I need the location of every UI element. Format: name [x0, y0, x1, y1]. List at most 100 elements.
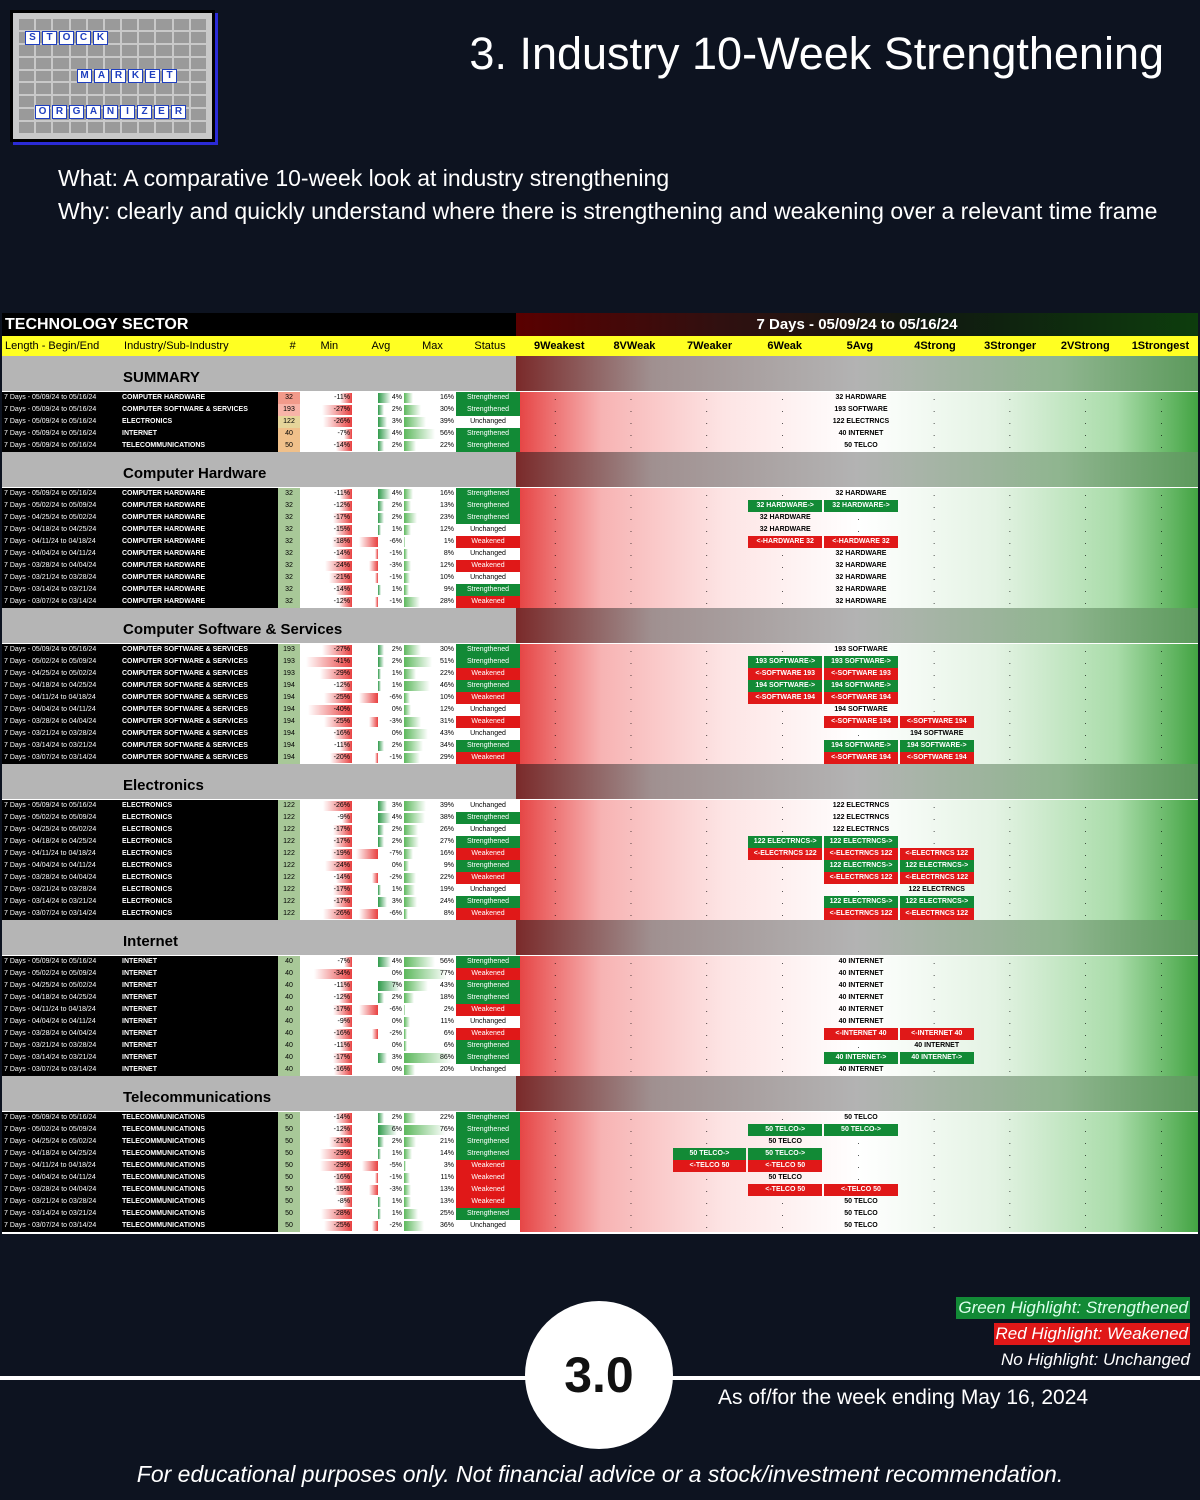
avg-value: 2% — [391, 502, 402, 509]
avg-cell: 2% — [352, 1112, 404, 1124]
rank-grid: ........ 32 HARDWARE — [520, 392, 1198, 404]
section-header: Internet — [2, 920, 1198, 955]
logo-tile — [156, 57, 172, 69]
empty-rank-marker: . — [1084, 669, 1087, 678]
min-cell: -17% — [300, 836, 352, 848]
empty-rank-marker: . — [705, 1113, 708, 1122]
empty-rank-marker: . — [554, 1041, 557, 1050]
section-band — [516, 1076, 1198, 1111]
logo-tile — [19, 96, 35, 108]
disclaimer: For educational purposes only. Not finan… — [136, 1461, 1064, 1487]
max-bar — [404, 417, 426, 427]
max-value: 11% — [440, 1018, 455, 1025]
max-cell: 13% — [404, 1184, 456, 1196]
row-label: 7 Days - 05/09/24 to 05/16/24 TELECOMMUNI… — [2, 440, 278, 452]
min-bar — [339, 741, 352, 751]
count-cell: 194 — [278, 740, 300, 752]
row-label: 7 Days - 04/25/24 to 05/02/24 TELECOMMUNI… — [2, 1136, 278, 1148]
empty-rank-marker: . — [1160, 993, 1163, 1002]
count-cell: 50 — [278, 440, 300, 452]
rank-grid: ....... 50 TELCO-> 50 TELCO-> — [520, 1148, 1198, 1160]
section-band — [516, 452, 1198, 487]
empty-rank-marker: . — [1160, 417, 1163, 426]
avg-cell: 0% — [352, 704, 404, 716]
row-label: 7 Days - 04/25/24 to 05/02/24 INTERNET — [2, 980, 278, 992]
empty-rank-marker: . — [1084, 909, 1087, 918]
avg-value: -1% — [389, 550, 402, 557]
table-row: 7 Days - 04/25/24 to 05/02/24 TELECOMMUNI… — [2, 1136, 1198, 1148]
empty-rank-marker: . — [554, 861, 557, 870]
rank-grid: ........ 40 INTERNET — [520, 1040, 1198, 1052]
industry-name: INTERNET — [122, 1054, 157, 1061]
avg-bar — [378, 1125, 397, 1135]
empty-rank-marker: . — [781, 1197, 784, 1206]
empty-rank-marker: . — [781, 573, 784, 582]
empty-rank-marker: . — [1160, 429, 1163, 438]
empty-rank-marker: . — [1084, 1185, 1087, 1194]
max-value: 14% — [439, 1150, 454, 1157]
sector-title: TECHNOLOGY SECTOR — [2, 313, 516, 336]
rank-grid: ........ 32 HARDWARE — [520, 548, 1198, 560]
rank-entry: <-ELECTRNCS 122 — [824, 848, 898, 860]
empty-rank-marker: . — [629, 837, 633, 846]
empty-rank-marker: . — [1008, 1173, 1011, 1182]
count-cell: 32 — [278, 488, 300, 500]
avg-cell: 2% — [352, 512, 404, 524]
period-header: 7 Days - 05/09/24 to 05/16/24 — [516, 313, 1198, 336]
empty-rank-marker: . — [705, 969, 708, 978]
empty-rank-marker: . — [554, 909, 557, 918]
rank-grid: ....... 194 SOFTWARE-> 194 SOFTWARE-> — [520, 740, 1198, 752]
min-bar — [319, 1161, 352, 1171]
empty-rank-marker: . — [554, 1053, 557, 1062]
empty-rank-marker: . — [554, 537, 557, 546]
avg-value: 4% — [391, 958, 402, 965]
empty-rank-marker: . — [781, 405, 784, 414]
period-range: 7 Days - 03/14/24 to 03/21/24 — [4, 586, 97, 593]
period-range: 7 Days - 03/14/24 to 03/21/24 — [4, 1054, 97, 1061]
count-cell: 50 — [278, 1160, 300, 1172]
status-cell: Strengthened — [456, 512, 520, 524]
industry-name: TELECOMMUNICATIONS — [122, 1186, 206, 1193]
rank-grid: ........ 194 SOFTWARE — [520, 704, 1198, 716]
rank-grid: ....... <-ELECTRNCS 122 <-ELECTRNCS 122 — [520, 872, 1198, 884]
min-bar — [334, 1029, 352, 1039]
empty-rank-marker: . — [781, 813, 784, 822]
empty-rank-marker: . — [629, 549, 633, 558]
max-bar — [404, 897, 418, 907]
column-header: Max — [422, 340, 443, 352]
count-cell: 194 — [278, 752, 300, 764]
empty-rank-marker: . — [781, 1209, 784, 1218]
min-bar — [323, 801, 352, 811]
status-cell: Strengthened — [456, 1148, 520, 1160]
industry-name: TELECOMMUNICATIONS — [122, 1174, 206, 1181]
industry-name: ELECTRONICS — [122, 418, 173, 425]
table-row: 7 Days - 05/09/24 to 05/16/24 INTERNET 40-… — [2, 428, 1198, 440]
empty-rank-marker: . — [1008, 417, 1011, 426]
table-row: 7 Days - 03/21/24 to 03/28/24 COMPUTER SO… — [2, 728, 1198, 740]
empty-rank-marker: . — [781, 1029, 784, 1038]
period-range: 7 Days - 04/18/24 to 04/25/24 — [4, 526, 97, 533]
empty-rank-marker: . — [932, 1017, 936, 1026]
logo-tile — [156, 96, 172, 108]
rank-grid: ....... 194 SOFTWARE-> 194 SOFTWARE-> — [520, 680, 1198, 692]
empty-rank-marker: . — [781, 753, 784, 762]
period-range: 7 Days - 03/21/24 to 03/28/24 — [4, 886, 97, 893]
min-cell: -41% — [300, 656, 352, 668]
max-value: 36% — [439, 1222, 454, 1229]
avg-cell: 0% — [352, 1064, 404, 1076]
min-cell: -15% — [300, 1184, 352, 1196]
min-value: -20% — [333, 754, 350, 761]
empty-rank-marker: . — [705, 717, 708, 726]
row-label: 7 Days - 03/28/24 to 04/04/24 ELECTRONICS — [2, 872, 278, 884]
min-bar — [333, 897, 352, 907]
empty-rank-marker: . — [554, 897, 557, 906]
count-cell: 122 — [278, 416, 300, 428]
status-cell: Weakened — [456, 1160, 520, 1172]
count-cell: 40 — [278, 968, 300, 980]
empty-rank-marker: . — [705, 897, 708, 906]
empty-rank-marker: . — [1084, 1209, 1087, 1218]
min-cell: -27% — [300, 644, 352, 656]
max-value: 31% — [439, 718, 454, 725]
status-cell: Strengthened — [456, 1208, 520, 1220]
empty-rank-marker: . — [705, 681, 708, 690]
